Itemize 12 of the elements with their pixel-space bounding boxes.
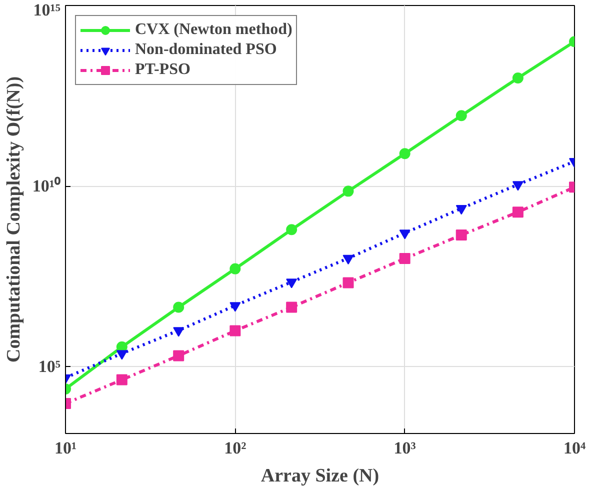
- y-tick-label: 10¹⁰: [32, 176, 61, 196]
- legend-label: CVX (Newton method): [135, 21, 292, 39]
- x-tick-label: 10⁴: [563, 438, 586, 458]
- x-tick-label: 10¹: [54, 438, 77, 458]
- y-tick-label: 10⁵: [38, 357, 61, 376]
- x-tick-label: 10³: [394, 438, 416, 458]
- x-tick-label: 10²: [224, 438, 246, 458]
- y-axis-title: Computational Complexity O(f(N)): [3, 76, 24, 363]
- legend-label: PT-PSO: [135, 61, 190, 79]
- y-tick-label: 10¹⁵: [33, 0, 61, 20]
- x-axis-title: Array Size (N): [260, 466, 380, 486]
- legend-label: Non-dominated PSO: [135, 41, 277, 59]
